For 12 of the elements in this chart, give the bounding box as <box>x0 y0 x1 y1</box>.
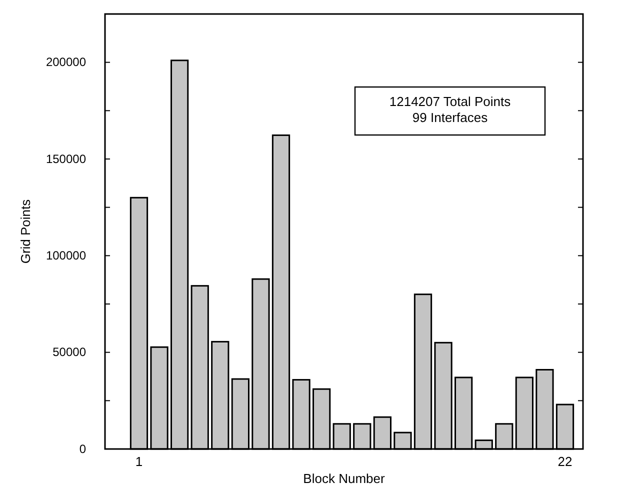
text-box: 1214207 Total Points 99 Interfaces <box>354 86 546 136</box>
x-tick-label: 22 <box>558 454 572 470</box>
x-tick-label: 1 <box>135 454 143 470</box>
y-tick-label: 150000 <box>46 152 86 166</box>
y-axis-title: Grid Points <box>18 198 33 264</box>
y-tick-label: 200000 <box>46 55 86 70</box>
y-tick-label: 100000 <box>46 248 86 263</box>
annotation: 99 Interfaces <box>412 110 488 125</box>
x-axis-title: Block Number <box>303 471 386 486</box>
annotation: 1214207 Total Points <box>389 94 512 109</box>
y-tick-label: 50000 <box>52 345 86 360</box>
y-tick-label: 0 <box>79 442 86 456</box>
